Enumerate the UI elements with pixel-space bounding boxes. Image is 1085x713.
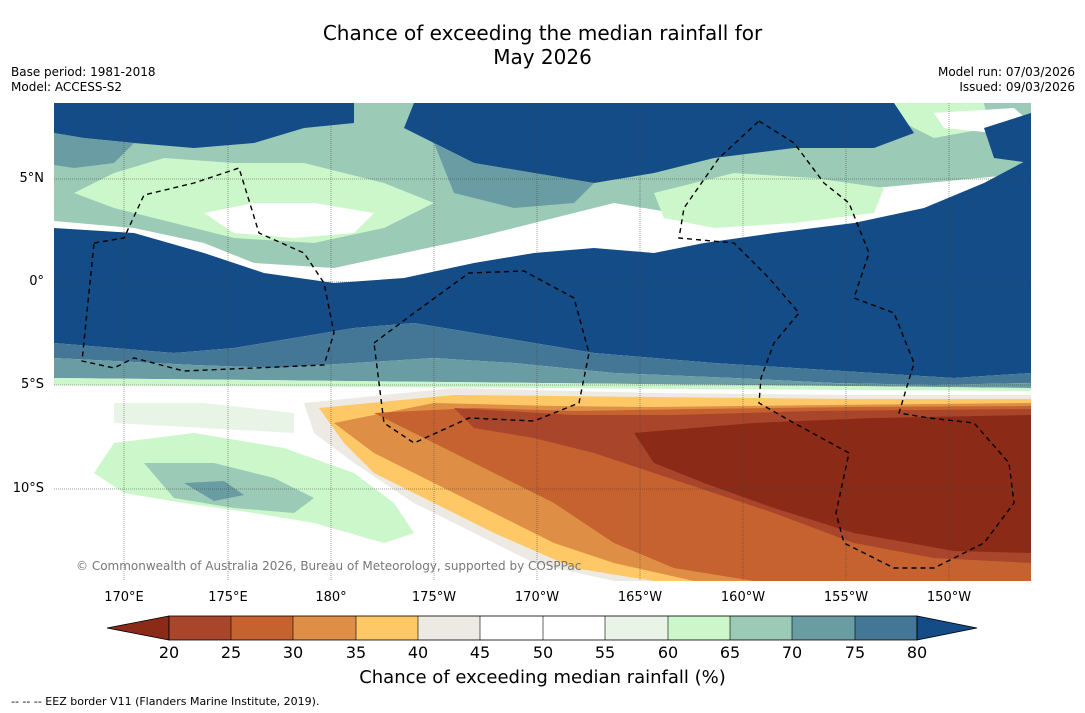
eez-legend-footer: -- -- -- EEZ border V11 (Flanders Marine… xyxy=(11,695,320,708)
lon-label-175e: 175°E xyxy=(208,590,248,605)
colorbar-tick-70: 70 xyxy=(781,643,803,662)
lat-label-0: 0° xyxy=(29,274,44,289)
colorbar-tick-50: 50 xyxy=(532,643,554,662)
map-title: Chance of exceeding the median rainfall … xyxy=(0,21,1085,69)
colorbar-65-70 xyxy=(730,616,792,640)
rainfall-map xyxy=(54,103,1031,581)
colorbar-20-25 xyxy=(169,616,231,640)
eez-border-kiribati-line xyxy=(678,120,1015,569)
title-line-2: May 2026 xyxy=(493,45,592,69)
band-equatorial-blue xyxy=(54,158,1031,378)
colorbar-tick-25: 25 xyxy=(220,643,242,662)
colorbar-tick-35: 35 xyxy=(345,643,367,662)
band-equatorial-teal xyxy=(54,323,1031,385)
issued-date: Issued: 09/03/2026 xyxy=(959,80,1075,94)
lon-label-175w: 175°W xyxy=(411,590,457,605)
colorbar-70-75 xyxy=(792,616,855,640)
colorbar-50-55 xyxy=(543,616,605,640)
band-southwest-lightest xyxy=(114,403,294,433)
lon-label-165w: 165°W xyxy=(617,590,663,605)
lon-label-180: 180° xyxy=(315,590,347,605)
meta-left: Base period: 1981-2018 Model: ACCESS-S2 xyxy=(11,65,156,95)
meta-right: Model run: 07/03/2026 Issued: 09/03/2026 xyxy=(938,65,1075,95)
colorbar-75-80 xyxy=(855,616,917,640)
colorbar-tick-45: 45 xyxy=(469,643,491,662)
band-south-darkred xyxy=(634,415,1031,553)
band-south-light-green xyxy=(54,378,1031,391)
lon-label-170e: 170°E xyxy=(104,590,144,605)
colorbar-tick-20: 20 xyxy=(158,643,180,662)
eez-border-kiribati-gilbert xyxy=(81,167,335,372)
colorbar-35-40 xyxy=(356,616,418,640)
colorbar xyxy=(107,615,978,641)
colorbar-30-35 xyxy=(293,616,356,640)
copyright-notice: © Commonwealth of Australia 2026, Bureau… xyxy=(76,559,582,573)
lon-label-155w: 155°W xyxy=(823,590,869,605)
colorbar-over xyxy=(916,615,978,641)
lat-label-5s: 5°S xyxy=(20,377,44,392)
model-run: Model run: 07/03/2026 xyxy=(937,65,1075,79)
band-north-blue-top xyxy=(54,103,1031,183)
colorbar-tick-30: 30 xyxy=(282,643,304,662)
colorbar-under xyxy=(107,615,170,641)
title-line-1: Chance of exceeding the median rainfall … xyxy=(322,21,763,45)
colorbar-tick-65: 65 xyxy=(719,643,741,662)
lon-label-170w: 170°W xyxy=(514,590,560,605)
colorbar-tick-80: 80 xyxy=(906,643,928,662)
colorbar-label: Chance of exceeding median rainfall (%) xyxy=(359,667,726,688)
band-southwest-teal xyxy=(184,481,244,501)
band-north-white xyxy=(204,108,1031,238)
eez-borders xyxy=(81,120,1015,569)
lat-label-5n: 5°N xyxy=(19,171,45,186)
colorbar-25-30 xyxy=(231,616,293,640)
colorbar-55-60 xyxy=(605,616,668,640)
eez-border-kiribati-phoenix xyxy=(373,270,590,444)
model-name: Model: ACCESS-S2 xyxy=(11,80,123,94)
lon-label-150w: 150°W xyxy=(926,590,972,605)
colorbar-tick-40: 40 xyxy=(407,643,429,662)
lat-label-10s: 10°S xyxy=(12,481,44,496)
base-period: Base period: 1981-2018 xyxy=(11,65,156,79)
colorbar-tick-75: 75 xyxy=(844,643,866,662)
colorbar-tick-55: 55 xyxy=(594,643,616,662)
colorbar-40-45 xyxy=(418,616,480,640)
colorbar-60-65 xyxy=(668,616,730,640)
lon-label-160w: 160°W xyxy=(720,590,766,605)
colorbar-tick-60: 60 xyxy=(657,643,679,662)
band-north-teal xyxy=(54,133,594,208)
colorbar-45-50 xyxy=(480,616,543,640)
